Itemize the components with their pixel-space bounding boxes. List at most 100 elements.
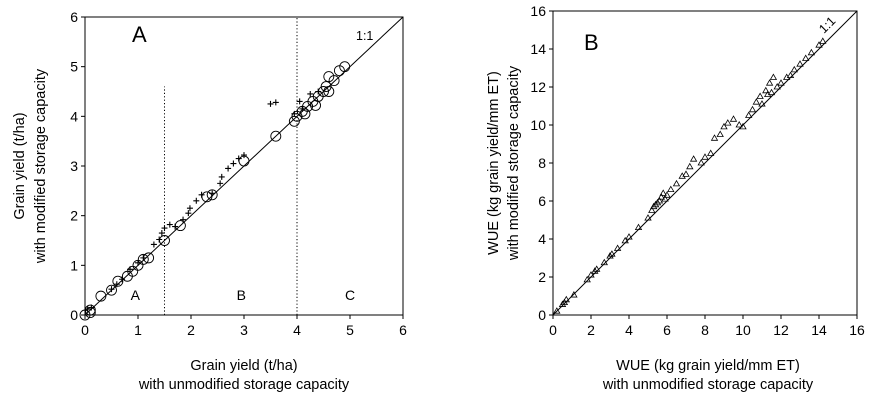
triangle-point — [720, 122, 728, 130]
y-axis-ticks: 0 1 2 3 4 5 6 — [70, 9, 85, 323]
plus-point — [158, 230, 165, 237]
triangle-point — [796, 60, 804, 67]
plus-point — [193, 197, 200, 204]
circle-point — [270, 130, 282, 142]
triangle-point — [769, 73, 778, 80]
triangle-point — [651, 200, 660, 208]
region-labels: A B C — [131, 287, 355, 303]
y-tick-label: 4 — [538, 231, 546, 247]
triangle-point — [707, 149, 715, 156]
y-tick-label: 10 — [530, 117, 546, 133]
plus-point — [241, 152, 247, 159]
circle-point — [95, 290, 107, 302]
plus-point — [84, 306, 91, 313]
triangle-point — [729, 115, 738, 122]
plus-point — [135, 259, 141, 266]
plus-point — [113, 281, 120, 288]
triangle-point — [697, 158, 705, 166]
plus-point — [209, 190, 216, 197]
x-axis-title-line-1: Grain yield (t/ha) — [190, 358, 297, 374]
circle-point — [206, 189, 218, 201]
triangle-point — [657, 193, 665, 200]
y-tick-label: 2 — [538, 269, 546, 285]
x-axis-title-line-2: with unmodified storage capacity — [602, 377, 814, 393]
plus-point — [180, 216, 187, 223]
plus-point — [299, 105, 306, 112]
x-axis-ticks: 0 2 4 6 8 10 12 14 16 — [549, 315, 865, 338]
plus-point — [88, 304, 95, 311]
triangle-point — [710, 134, 719, 141]
triangle-point — [650, 202, 658, 210]
triangle-point — [593, 265, 601, 272]
x-tick-label: 0 — [549, 322, 557, 338]
circle-point — [323, 86, 335, 97]
circle-point — [137, 253, 149, 265]
plus-point — [315, 88, 322, 95]
triangle-point — [689, 155, 698, 162]
plus-point — [127, 266, 134, 273]
triangle-point — [762, 86, 770, 94]
triangle-point — [608, 250, 616, 257]
triangle-point — [686, 162, 694, 170]
triangle-point — [807, 48, 816, 56]
y-tick-label: 5 — [70, 59, 78, 75]
triangle-point — [701, 153, 709, 160]
triangle-point — [661, 195, 669, 202]
x-tick-label: 4 — [625, 322, 633, 338]
circle-point — [112, 275, 124, 287]
one-to-one-label: 1:1 — [356, 29, 373, 43]
plus-point — [267, 100, 274, 107]
chart-panel-a: 0 1 2 3 4 5 6 0 1 2 3 4 5 6 A B C A 1:1 Grain yield (t… — [12, 9, 407, 393]
triangle-point — [682, 170, 690, 177]
region-label: A — [131, 287, 141, 303]
panel-label: A — [132, 22, 147, 47]
triangle-point — [653, 198, 662, 206]
triangle-point — [745, 111, 753, 118]
x-tick-label: 2 — [187, 322, 195, 338]
y-axis-title-line-1: Grain yield (t/ha) — [12, 112, 28, 219]
triangle-point — [672, 179, 681, 187]
triangle-point — [724, 119, 732, 126]
triangle-point — [752, 98, 760, 105]
triangle-point — [553, 307, 561, 314]
triangle-point — [739, 122, 747, 130]
x-tick-label: 3 — [240, 322, 248, 338]
y-axis-title-line-2: with modified storage capacity — [33, 68, 49, 264]
circle-point — [320, 81, 332, 92]
triangle-point — [562, 295, 570, 303]
plus-point — [217, 180, 224, 187]
plus-point — [230, 160, 237, 167]
triangle-point — [819, 37, 827, 44]
circle-point — [323, 71, 335, 83]
y-tick-label: 6 — [70, 9, 78, 25]
region-label: C — [345, 287, 355, 303]
triangle-point — [634, 223, 643, 230]
triangle-point — [600, 258, 608, 266]
triangle-point — [786, 71, 795, 78]
x-tick-label: 2 — [587, 322, 595, 338]
x-tick-label: 4 — [293, 322, 301, 338]
plus-point — [198, 191, 205, 198]
y-axis-ticks: 0 2 4 6 8 10 12 14 16 — [530, 3, 553, 323]
triangle-point — [583, 275, 591, 283]
plus-point — [150, 241, 157, 248]
plus-point — [186, 205, 193, 212]
x-tick-label: 5 — [346, 322, 354, 338]
region-label: B — [237, 287, 246, 303]
triangle-point — [606, 252, 614, 259]
triangle-point — [648, 206, 656, 213]
y-tick-label: 6 — [538, 193, 546, 209]
y-tick-label: 1 — [70, 257, 78, 273]
region-divider-lines — [164, 17, 298, 315]
x-tick-label: 14 — [811, 322, 827, 338]
data-points — [79, 61, 351, 321]
x-axis-title-line-1: WUE (kg grain yield/mm ET) — [616, 358, 800, 374]
triangle-point — [756, 92, 764, 99]
plus-point — [161, 225, 168, 232]
x-tick-label: 10 — [735, 322, 751, 338]
y-tick-label: 2 — [70, 208, 78, 224]
y-tick-label: 3 — [70, 158, 78, 174]
y-tick-label: 12 — [530, 79, 546, 95]
y-tick-label: 14 — [530, 41, 546, 57]
